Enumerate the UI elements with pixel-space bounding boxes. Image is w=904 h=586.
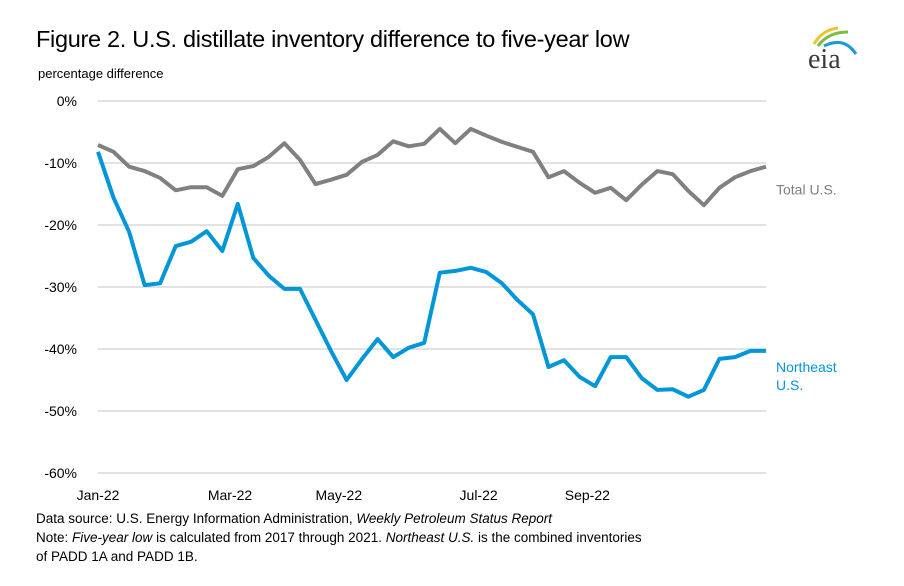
note-suffix: is the combined inventories [474,530,642,545]
y-axis-label: percentage difference [38,66,164,81]
y-tick-label: -40% [44,341,77,357]
methodology-note-line2: of PADD 1A and PADD 1B. [36,549,198,564]
series-line-northeast-us [96,151,766,399]
x-tick-label: Mar-22 [208,487,253,503]
methodology-note: Note: Five-year low is calculated from 2… [36,530,642,545]
source-prefix: Data source: U.S. Energy Information Adm… [36,511,357,526]
y-tick-label: 0% [57,93,77,109]
source-name: Weekly Petroleum Status Report [356,511,552,526]
note-prefix: Note: [36,530,73,545]
note-term-northeast: Northeast U.S. [385,530,475,545]
y-tick-label: -30% [44,279,77,295]
y-tick-label: -10% [44,155,77,171]
eia-logo-blue-arc [823,40,858,55]
x-tick-label: May-22 [315,487,362,503]
eia-logo-text: eia [808,44,841,74]
series-labels: Total U.S. Northeast U.S. [776,182,837,393]
series-line-total-us [97,126,767,208]
x-tick-label: Jul-22 [460,487,498,503]
y-tick-label: -60% [44,465,77,481]
x-tick-label: Jan-22 [77,487,120,503]
note-term-five-year-low: Five-year low [72,530,153,545]
y-tick-label: -50% [44,403,77,419]
gridlines [98,100,766,474]
series-label-total-us: Total U.S. [776,182,837,198]
x-tick-label: Sep-22 [565,487,610,503]
chart-title: Figure 2. U.S. distillate inventory diff… [36,26,630,52]
series-lines [96,126,767,399]
y-tick-labels: 0% -10% -20% -30% -40% -50% -60% [44,93,77,481]
eia-logo-yellow-arc [812,26,839,45]
eia-logo-green-arc [816,30,849,47]
data-source-note: Data source: U.S. Energy Information Adm… [36,511,552,526]
eia-logo: eia [808,26,858,74]
series-label-northeast-us: Northeast U.S. [776,359,837,393]
note-mid: is calculated from 2017 through 2021. [152,530,386,545]
x-tick-labels: Jan-22 Mar-22 May-22 Jul-22 Sep-22 [77,487,611,503]
y-tick-label: -20% [44,217,77,233]
